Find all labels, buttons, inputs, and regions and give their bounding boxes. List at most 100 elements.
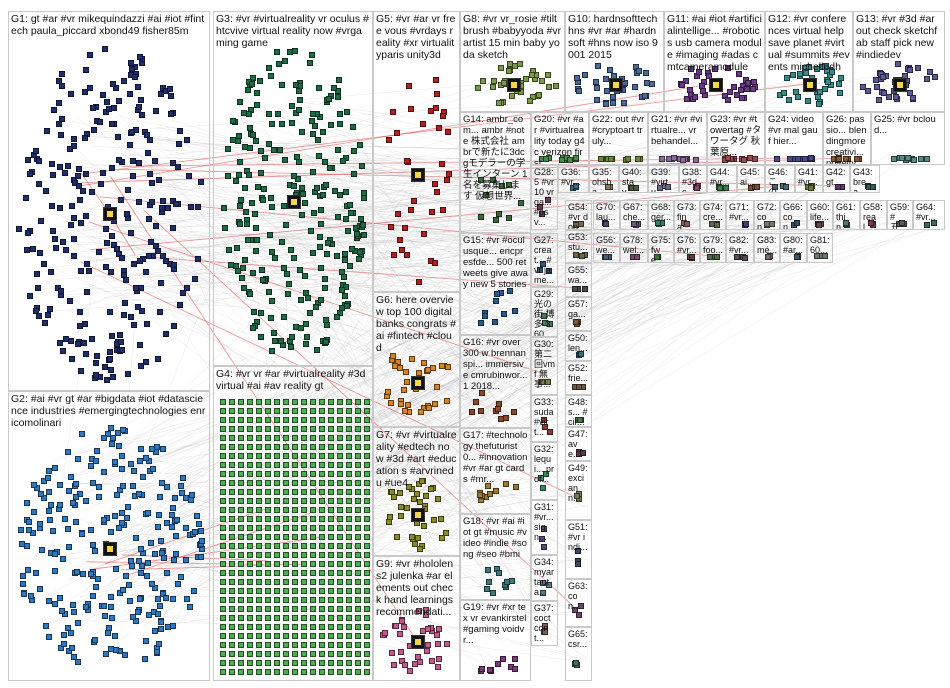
node: [192, 528, 199, 535]
edge: [153, 152, 745, 284]
node: [256, 669, 262, 675]
node: [279, 121, 286, 128]
node: [118, 510, 125, 517]
node: [337, 624, 343, 630]
node: [310, 408, 316, 414]
node: [309, 130, 316, 137]
node: [101, 517, 108, 524]
group-label: G60: life...: [810, 202, 833, 222]
node: [860, 83, 867, 90]
node: [825, 79, 832, 86]
group-label: G26: passio... blendingmore creativi... …: [826, 114, 869, 165]
node: [301, 489, 307, 495]
edge: [284, 409, 489, 628]
node: [274, 525, 280, 531]
node: [424, 366, 431, 373]
node: [74, 341, 81, 348]
edge: [62, 249, 543, 378]
edge: [348, 116, 736, 223]
node: [68, 222, 75, 229]
node: [527, 97, 533, 104]
edge: [69, 200, 582, 296]
edge: [53, 226, 908, 297]
group-g61: G61: thin...: [833, 200, 860, 230]
node: [390, 494, 397, 501]
node: [83, 261, 90, 268]
node: [229, 570, 235, 576]
node: [397, 400, 404, 407]
edge: [305, 226, 584, 465]
edge: [350, 220, 815, 247]
node: [292, 426, 298, 432]
node: [332, 188, 339, 195]
node: [341, 257, 348, 264]
node: [816, 221, 823, 228]
node: [319, 507, 325, 513]
node: [74, 619, 81, 626]
node: [552, 83, 559, 90]
node: [191, 588, 198, 595]
node: [658, 155, 665, 162]
node: [540, 543, 547, 550]
node: [118, 453, 125, 460]
node: [484, 482, 491, 489]
node: [220, 516, 226, 522]
node: [310, 525, 316, 531]
edge: [80, 261, 579, 499]
node: [100, 602, 107, 609]
node: [905, 155, 912, 162]
node: [421, 359, 428, 366]
node: [107, 593, 114, 600]
node: [220, 498, 226, 504]
node: [774, 156, 781, 163]
node: [345, 227, 352, 234]
node: [247, 444, 253, 450]
node: [335, 76, 342, 83]
node: [238, 633, 244, 639]
edge: [92, 146, 701, 177]
node: [355, 408, 361, 414]
node: [56, 100, 63, 107]
node: [265, 552, 271, 558]
node: [18, 526, 25, 533]
node: [634, 254, 641, 261]
node: [302, 200, 309, 207]
node: [336, 192, 343, 199]
node: [274, 110, 281, 117]
node: [439, 534, 446, 541]
edge: [58, 162, 603, 195]
node: [355, 624, 361, 630]
node: [115, 133, 122, 140]
node: [435, 626, 442, 633]
group-label: G59: #五...: [890, 202, 913, 230]
group-label: G83: mé...: [757, 235, 780, 255]
node: [283, 453, 289, 459]
edge: [298, 178, 576, 611]
node: [337, 669, 343, 675]
node: [649, 80, 656, 87]
node: [266, 110, 273, 117]
node: [62, 169, 69, 176]
node: [106, 106, 113, 113]
node: [163, 483, 170, 490]
node: [684, 96, 691, 103]
node: [337, 534, 343, 540]
edge: [288, 297, 576, 347]
node: [238, 597, 244, 603]
node: [256, 480, 262, 486]
node: [513, 483, 520, 490]
node: [179, 490, 186, 497]
node: [355, 552, 361, 558]
node: [420, 121, 427, 128]
node: [893, 93, 900, 100]
node: [229, 507, 235, 513]
node: [220, 579, 226, 585]
group-g30: G30: 第二回vmf 無事...: [531, 337, 558, 395]
edge: [333, 173, 578, 390]
edge: [254, 200, 767, 253]
node: [256, 453, 262, 459]
node: [59, 348, 66, 355]
node: [292, 561, 298, 567]
node: [229, 624, 235, 630]
group-label: G82: #vr...: [729, 235, 752, 255]
